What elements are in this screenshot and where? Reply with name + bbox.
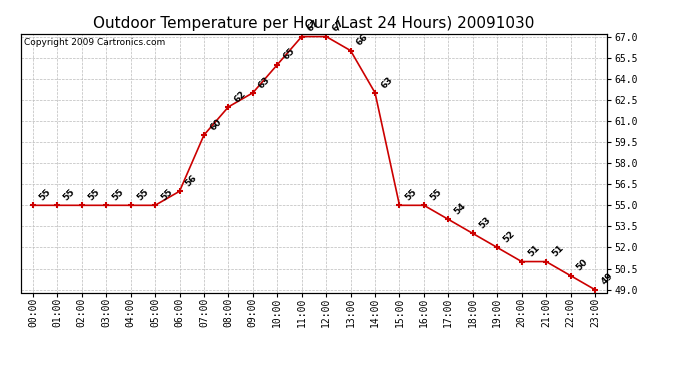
Text: 55: 55 <box>404 188 419 202</box>
Text: 60: 60 <box>208 117 224 132</box>
Text: 55: 55 <box>37 188 52 202</box>
Text: 66: 66 <box>355 33 370 48</box>
Text: Copyright 2009 Cartronics.com: Copyright 2009 Cartronics.com <box>23 38 165 46</box>
Text: 55: 55 <box>135 188 150 202</box>
Text: 63: 63 <box>257 75 273 90</box>
Text: 56: 56 <box>184 173 199 189</box>
Text: 55: 55 <box>159 188 175 202</box>
Text: 53: 53 <box>477 216 492 231</box>
Text: 55: 55 <box>86 188 101 202</box>
Text: 50: 50 <box>575 258 590 273</box>
Text: 51: 51 <box>526 244 541 259</box>
Text: 67: 67 <box>331 18 346 34</box>
Text: 67: 67 <box>306 18 321 34</box>
Text: 55: 55 <box>110 188 126 202</box>
Text: 63: 63 <box>380 75 395 90</box>
Title: Outdoor Temperature per Hour (Last 24 Hours) 20091030: Outdoor Temperature per Hour (Last 24 Ho… <box>93 16 535 31</box>
Text: 62: 62 <box>233 89 248 104</box>
Text: 49: 49 <box>599 272 615 287</box>
Text: 55: 55 <box>428 188 443 202</box>
Text: 65: 65 <box>282 47 297 62</box>
Text: 51: 51 <box>550 244 566 259</box>
Text: 52: 52 <box>502 230 517 245</box>
Text: 54: 54 <box>453 201 468 217</box>
Text: 55: 55 <box>61 188 77 202</box>
